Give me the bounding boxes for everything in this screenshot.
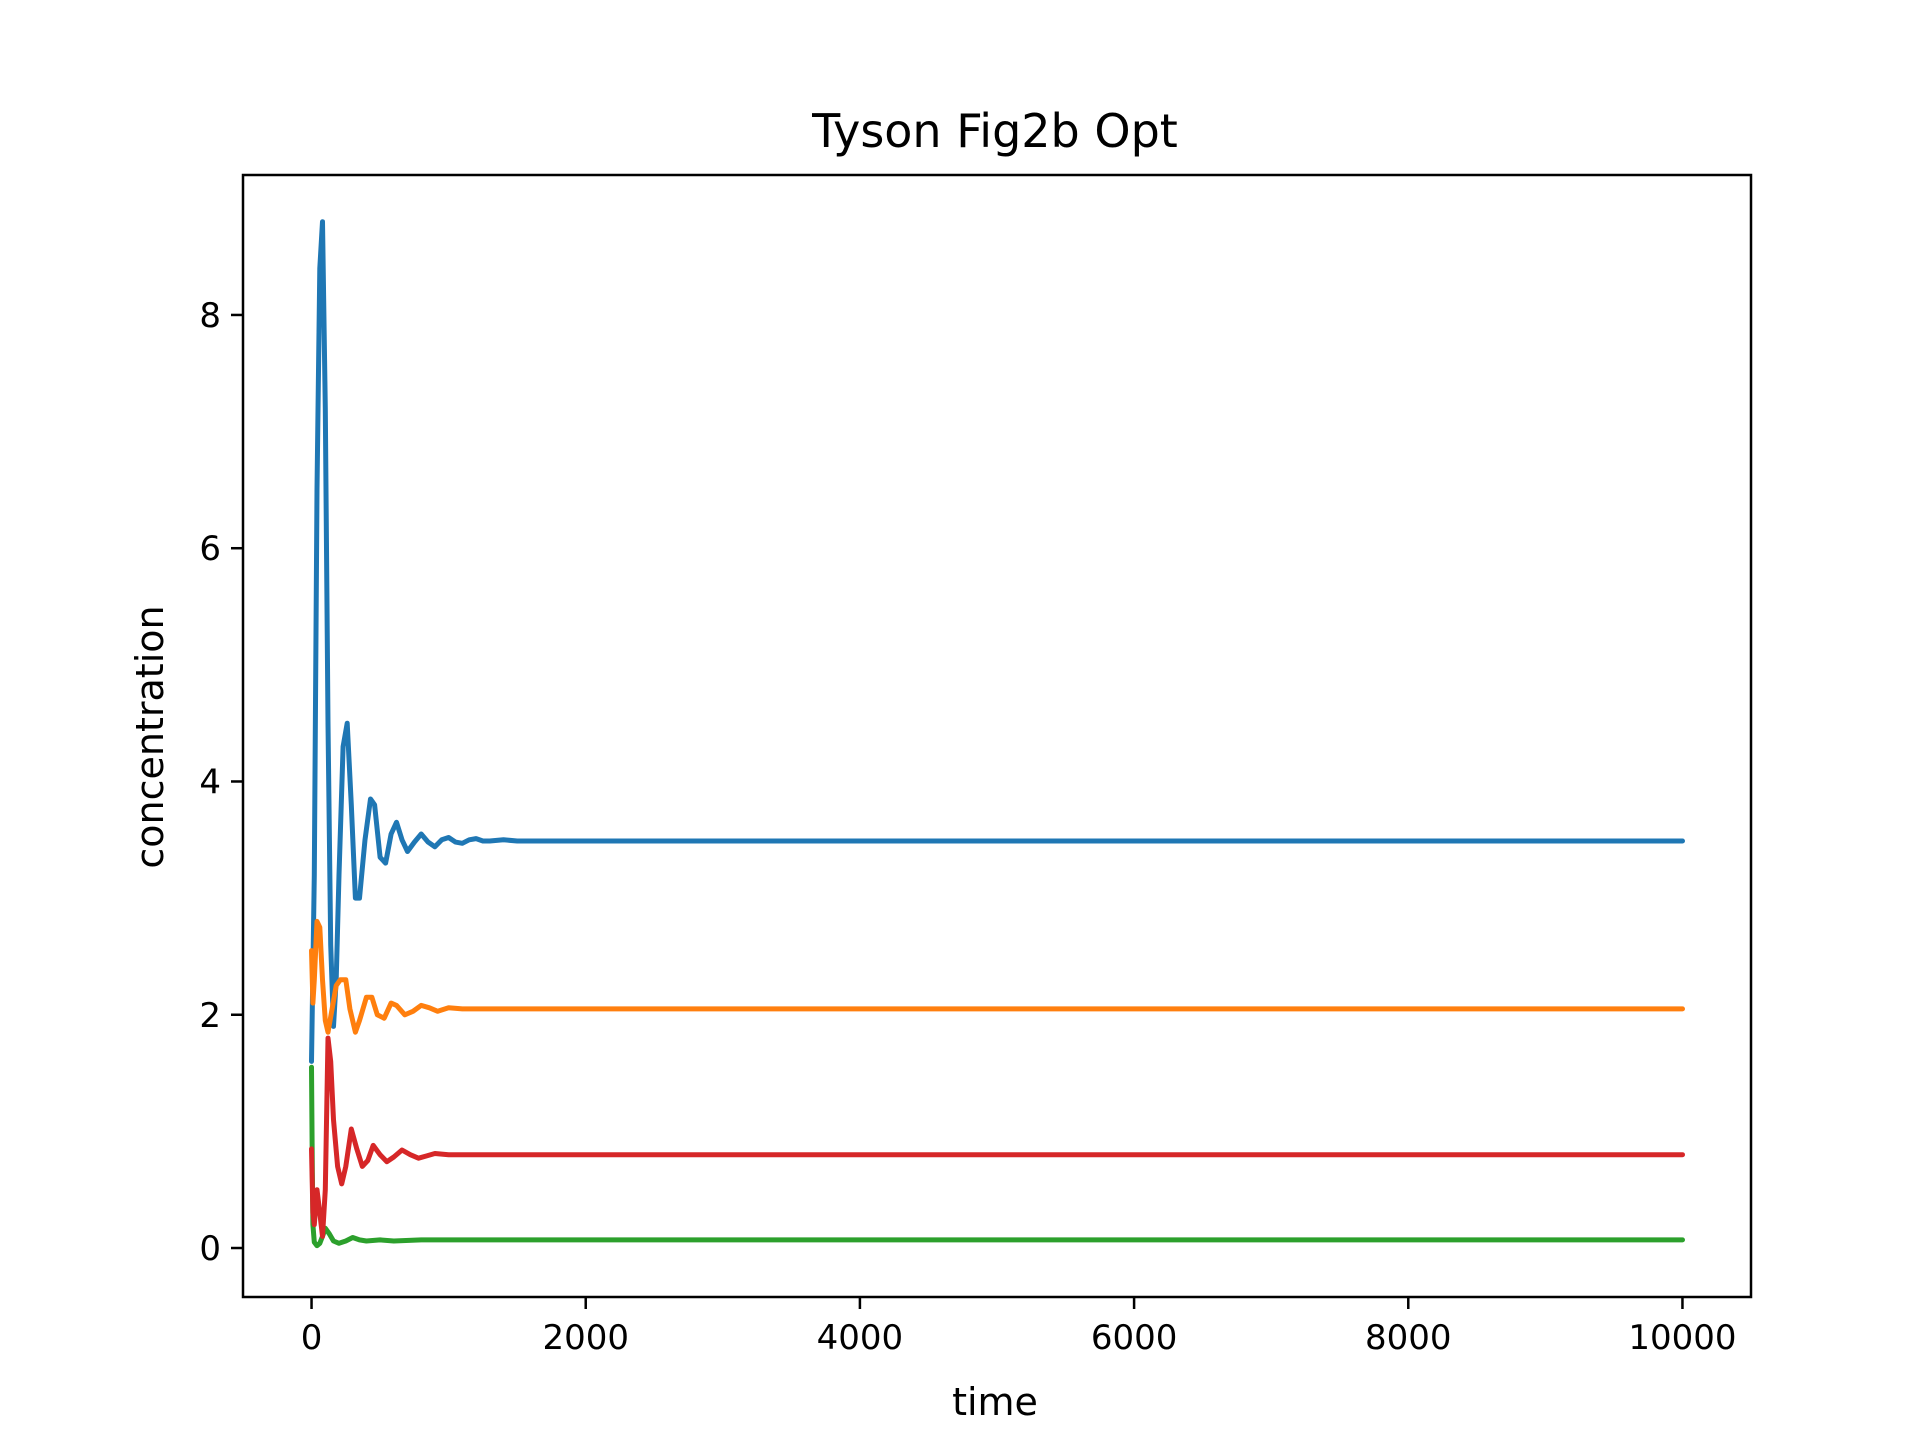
x-tick-label: 0 xyxy=(301,1318,323,1358)
y-axis-label: concentration xyxy=(128,605,172,868)
y-tick-label: 8 xyxy=(199,296,221,336)
x-tick-label: 8000 xyxy=(1365,1318,1452,1358)
x-tick-label: 2000 xyxy=(542,1318,629,1358)
chart-title: Tyson Fig2b Opt xyxy=(811,104,1178,158)
y-tick-label: 4 xyxy=(199,762,221,802)
series-line-3 xyxy=(309,1035,1685,1239)
y-axis: 0 2 4 6 8 xyxy=(199,296,243,1269)
series-line-0 xyxy=(309,219,1685,1064)
y-tick-label: 6 xyxy=(199,529,221,569)
x-axis: 0 2000 4000 6000 8000 10000 xyxy=(301,1297,1737,1358)
y-tick-label: 2 xyxy=(199,996,221,1036)
axes-frame xyxy=(241,173,1753,1299)
x-tick-label: 4000 xyxy=(817,1318,904,1358)
x-tick-label: 6000 xyxy=(1091,1318,1178,1358)
y-tick-label: 0 xyxy=(199,1229,221,1269)
x-tick-label: 10000 xyxy=(1628,1318,1736,1358)
series-line-2 xyxy=(309,1064,1685,1249)
x-axis-label: time xyxy=(952,1380,1038,1424)
series-line-1 xyxy=(309,918,1685,1035)
plot-area xyxy=(309,219,1685,1249)
